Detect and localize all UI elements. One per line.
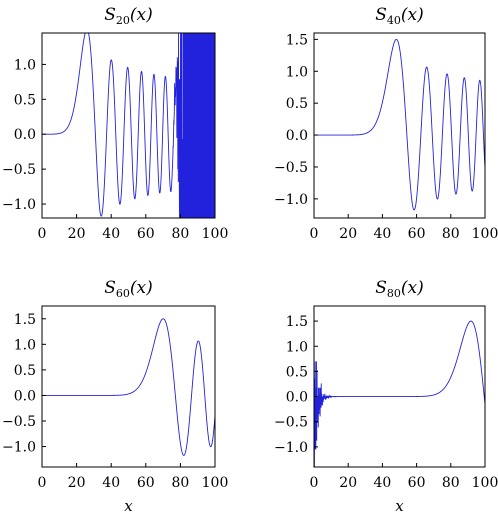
y-tick-label: 1.0	[286, 339, 308, 355]
chart-title-base: S	[104, 278, 116, 298]
chart-title-base: S	[375, 5, 387, 25]
y-tick-label: −0.5	[2, 414, 36, 430]
chart-title-argument: (x)	[130, 5, 153, 25]
x-tick-label: 0	[38, 475, 47, 491]
y-tick-label: 0.5	[286, 364, 308, 380]
plot-frame	[313, 305, 486, 468]
x-tick-label: 60	[137, 475, 155, 491]
chart-title-argument: (x)	[401, 5, 424, 25]
x-tick-label: 20	[339, 226, 357, 242]
chart-title-argument: (x)	[401, 278, 424, 298]
x-tick-label: 40	[373, 226, 391, 242]
series-line	[42, 32, 216, 219]
series-line	[314, 38, 486, 211]
y-tick-label: −1.0	[2, 197, 36, 213]
chart-title-subscript: 60	[116, 287, 130, 300]
x-tick-label: 0	[310, 475, 319, 491]
y-tick-label: 1.0	[14, 337, 36, 353]
y-tick-label: −1.0	[274, 440, 308, 456]
series-line	[313, 320, 486, 468]
y-tick-label: 0.0	[14, 388, 36, 404]
y-tick-label: 0.5	[286, 96, 308, 112]
x-tick-label: 60	[408, 475, 426, 491]
y-tick-label: 1.0	[286, 64, 308, 80]
x-tick-label: 20	[68, 475, 86, 491]
x-tick-label: 60	[137, 226, 155, 242]
x-axis-label: x	[395, 497, 404, 515]
y-tick-label: 1.5	[14, 312, 36, 328]
x-tick-label: 100	[202, 475, 229, 491]
plot-frame	[41, 32, 216, 219]
y-tick-label: −1.0	[2, 440, 36, 456]
x-tick-label: 100	[472, 475, 498, 491]
y-tick-label: −0.5	[274, 415, 308, 431]
chart-title-subscript: 80	[387, 287, 401, 300]
x-tick-label: 100	[202, 226, 229, 242]
y-tick-label: 0.0	[286, 128, 308, 144]
x-tick-label: 40	[102, 475, 120, 491]
x-tick-label: 100	[472, 226, 498, 242]
chart-title-base: S	[104, 5, 116, 25]
x-tick-label: 20	[339, 475, 357, 491]
y-tick-label: −1.0	[274, 192, 308, 208]
x-tick-label: 40	[102, 226, 120, 242]
y-tick-label: 1.5	[286, 314, 308, 330]
x-tick-label: 80	[442, 226, 460, 242]
chart-title: S60(x)	[104, 278, 153, 300]
y-tick-label: −0.5	[2, 162, 36, 178]
x-tick-label: 0	[38, 226, 47, 242]
y-tick-label: 0.0	[14, 127, 36, 143]
x-tick-label: 0	[310, 226, 319, 242]
plot-frame	[313, 32, 486, 219]
chart-title-subscript: 20	[116, 14, 130, 27]
y-tick-label: 0.5	[14, 363, 36, 379]
chart-title-base: S	[375, 278, 387, 298]
chart-title: S80(x)	[375, 278, 424, 300]
x-tick-label: 40	[373, 475, 391, 491]
chart-title: S20(x)	[104, 5, 153, 27]
chart-title-argument: (x)	[130, 278, 153, 298]
y-tick-label: 0.0	[286, 390, 308, 406]
x-tick-label: 80	[171, 226, 189, 242]
x-tick-label: 60	[408, 226, 426, 242]
x-tick-label: 80	[442, 475, 460, 491]
y-tick-label: 1.5	[286, 32, 308, 48]
plot-frame	[41, 305, 216, 468]
y-tick-label: −0.5	[274, 160, 308, 176]
x-tick-label: 20	[68, 226, 86, 242]
x-tick-label: 80	[171, 475, 189, 491]
y-tick-label: 1.0	[14, 57, 36, 73]
x-axis-label: x	[124, 497, 133, 515]
y-tick-label: 0.5	[14, 92, 36, 108]
chart-title: S40(x)	[375, 5, 424, 27]
series-line	[41, 318, 216, 456]
chart-title-subscript: 40	[387, 14, 401, 27]
